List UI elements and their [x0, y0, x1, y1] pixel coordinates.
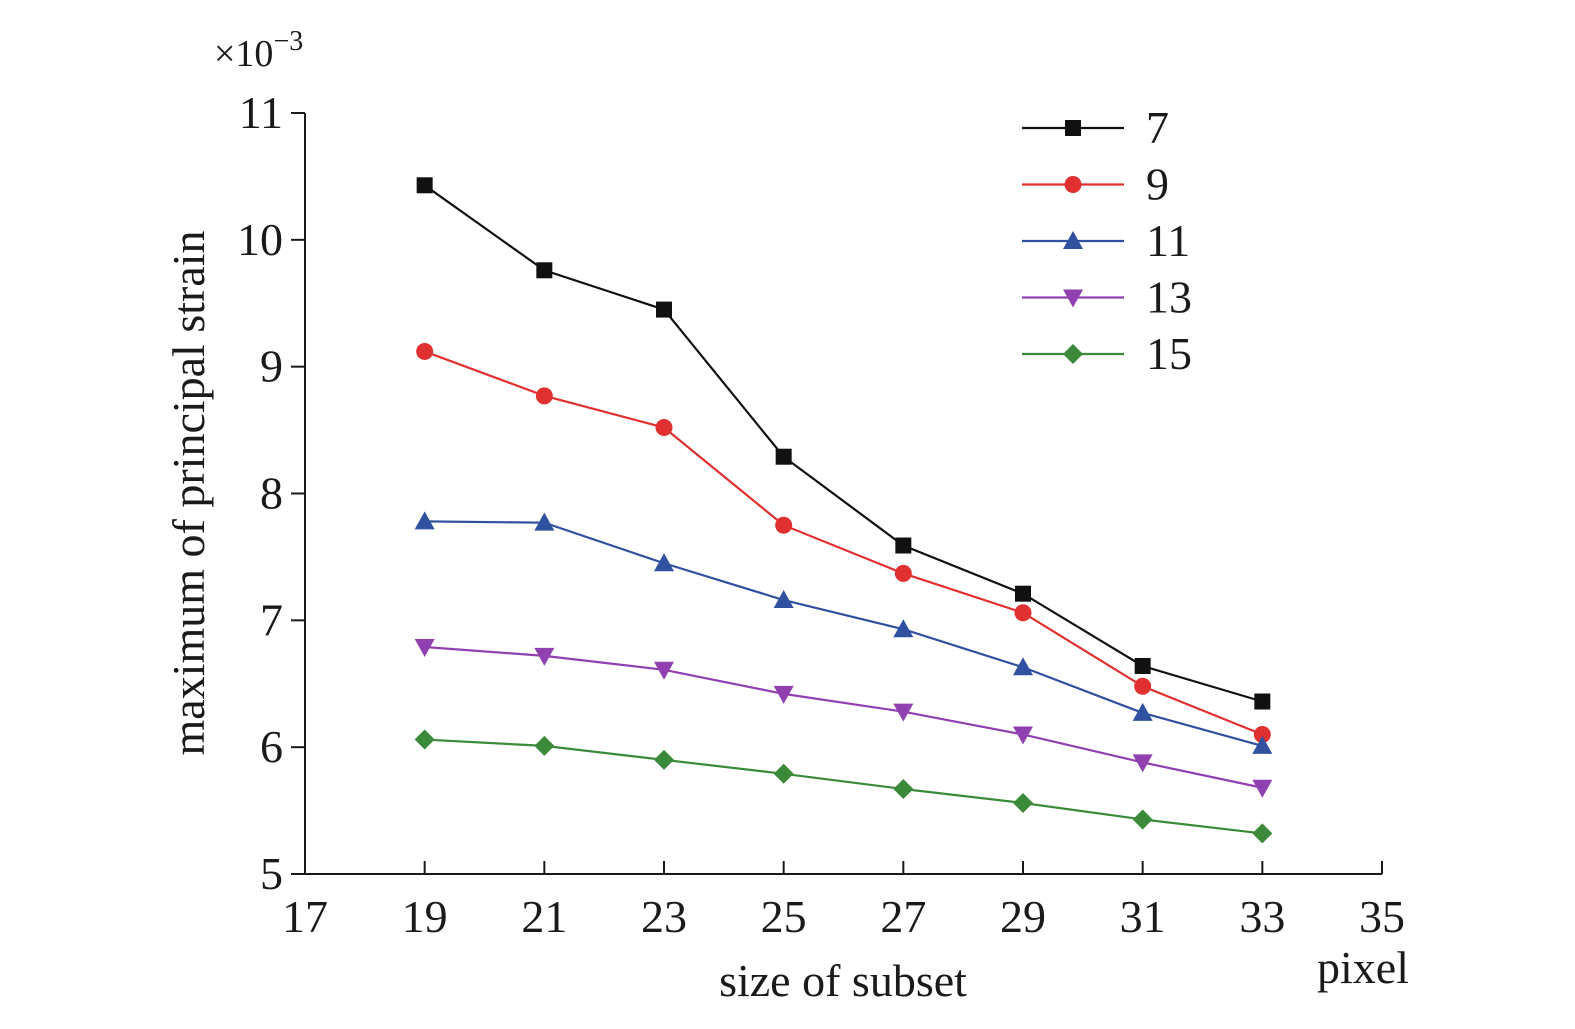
data-point — [1013, 726, 1033, 745]
data-point — [1252, 735, 1273, 754]
legend-marker — [1063, 289, 1083, 308]
series-line — [424, 520, 1263, 747]
data-point — [654, 553, 674, 572]
data-point — [414, 729, 435, 750]
legend-item-15: 15 — [1022, 328, 1192, 379]
data-point — [416, 342, 434, 360]
y-tick-label: 11 — [239, 87, 283, 138]
data-point — [1132, 702, 1153, 721]
legend-item-7: 7 — [1022, 102, 1169, 153]
series-15 — [414, 729, 1273, 844]
y-scale-base: ×10 — [214, 33, 273, 75]
y-tick-label: 5 — [260, 848, 283, 899]
data-point — [416, 177, 433, 194]
legend-label: 15 — [1146, 328, 1192, 379]
legend-item-11: 11 — [1022, 215, 1190, 266]
data-point — [893, 619, 914, 638]
data-point — [654, 661, 674, 680]
x-tick-label: 29 — [1000, 891, 1046, 942]
data-point — [655, 419, 673, 437]
legend-item-9: 9 — [1022, 159, 1169, 210]
data-point — [654, 749, 674, 770]
x-axis-title: size of subset — [719, 955, 967, 1006]
x-axis-unit: pixel — [1317, 942, 1409, 993]
y-scale-exponent: −3 — [273, 26, 303, 57]
data-point — [1015, 585, 1031, 602]
series-layer — [414, 177, 1273, 844]
data-point — [893, 703, 914, 722]
data-point — [656, 301, 672, 318]
data-point — [773, 763, 794, 784]
data-point — [1132, 754, 1153, 773]
series-line — [424, 645, 1263, 789]
data-point — [414, 511, 435, 530]
legend-label: 13 — [1146, 272, 1192, 323]
x-tick-label: 35 — [1359, 891, 1405, 942]
data-point — [1252, 779, 1273, 798]
y-tick-label: 7 — [260, 594, 283, 645]
x-ticks: 17 19 21 23 25 27 29 31 33 35 — [282, 861, 1405, 942]
data-point — [1134, 657, 1151, 674]
data-point — [773, 590, 794, 609]
data-point — [534, 512, 555, 531]
legend-marker — [1064, 176, 1082, 193]
data-point — [1013, 657, 1033, 676]
legend-marker — [1063, 231, 1083, 249]
series-13 — [414, 638, 1273, 798]
series-11 — [414, 511, 1273, 754]
data-point — [1014, 604, 1032, 622]
x-tick-label: 33 — [1239, 891, 1285, 942]
data-point — [775, 516, 793, 534]
legend-item-13: 13 — [1022, 272, 1192, 323]
data-point — [1254, 693, 1271, 710]
x-tick-label: 31 — [1120, 891, 1166, 942]
y-axis-scale-factor: ×10−3 — [214, 26, 303, 75]
data-point — [893, 779, 914, 800]
x-tick-label: 21 — [521, 891, 567, 942]
x-tick-label: 19 — [402, 891, 448, 942]
y-tick-label: 8 — [260, 468, 283, 519]
series-9 — [416, 342, 1271, 743]
data-point — [894, 564, 912, 582]
y-tick-label: 6 — [260, 721, 283, 772]
legend-label: 7 — [1146, 102, 1169, 153]
y-ticks: 5 6 7 8 9 10 11 — [237, 87, 305, 899]
data-point — [775, 448, 792, 465]
x-tick-label: 25 — [761, 891, 807, 942]
legend-marker — [1065, 120, 1081, 136]
data-point — [1253, 725, 1271, 743]
y-tick-label: 10 — [237, 214, 283, 265]
data-point — [535, 387, 553, 405]
y-tick-label: 9 — [260, 341, 283, 392]
data-point — [1132, 809, 1153, 830]
series-line — [424, 738, 1263, 835]
x-tick-label: 17 — [282, 891, 328, 942]
data-point — [895, 537, 912, 554]
legend-marker — [1063, 344, 1083, 364]
data-point — [1013, 792, 1033, 813]
data-point — [1252, 823, 1273, 844]
y-axis-title: maximum of principal strain — [163, 230, 214, 755]
x-tick-label: 27 — [880, 891, 926, 942]
legend-label: 9 — [1146, 159, 1169, 210]
data-point — [414, 638, 435, 657]
legend-label: 11 — [1146, 215, 1190, 266]
series-line — [424, 350, 1263, 736]
data-point — [534, 647, 555, 666]
data-point — [536, 262, 553, 279]
data-point — [1134, 677, 1152, 695]
series-line — [424, 184, 1263, 703]
x-tick-label: 23 — [641, 891, 687, 942]
data-point — [534, 735, 555, 756]
series-7 — [416, 177, 1271, 710]
axes — [304, 113, 1382, 875]
data-point — [773, 685, 794, 704]
